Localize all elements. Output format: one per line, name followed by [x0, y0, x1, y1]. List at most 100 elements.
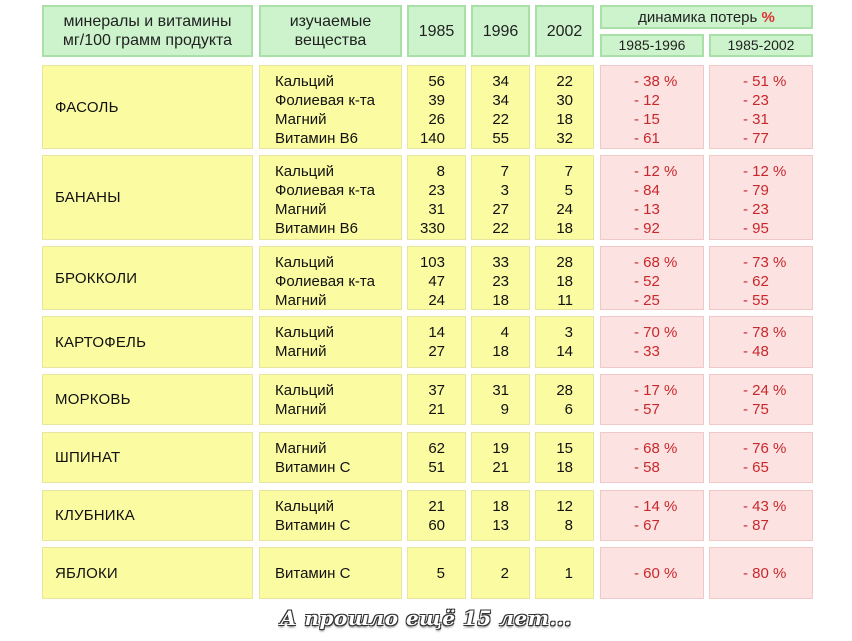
value-1996: 33	[492, 254, 509, 271]
substance-name: Витамин С	[275, 564, 351, 582]
product-name: КЛУБНИКА	[55, 507, 135, 524]
value-2002: 6	[564, 401, 573, 418]
cell-v1985: 5	[407, 547, 466, 599]
value-2002: 15	[556, 440, 573, 457]
loss-value: - 14 %	[634, 498, 678, 515]
loss-value: - 68 %	[634, 440, 678, 457]
value-2002: 24	[556, 201, 573, 218]
cell-v1996: 2	[471, 547, 530, 599]
header-minerals-label: минералы и витамины мг/100 грамм продукт…	[62, 13, 233, 49]
header-dynamics-percent: %	[761, 8, 775, 26]
cell-loss-1985-2002: - 80 %	[709, 547, 813, 599]
cell-substances: Кальций Фолиевая к-та Магний	[259, 246, 402, 310]
substance-name: Фолиевая к-та	[275, 273, 375, 290]
value-1996: 7	[500, 163, 509, 180]
value-1996: 27	[492, 201, 509, 218]
value-2002: 28	[556, 382, 573, 399]
loss-value: - 12	[634, 92, 660, 109]
value-1996: 18	[492, 292, 509, 309]
substance-name: Витамин В6	[275, 130, 358, 147]
cell-loss-1985-1996: - 12 % - 84 - 13 - 92	[600, 155, 704, 240]
substance-name: Магний	[275, 343, 327, 360]
cell-v2002: 15 18	[535, 432, 594, 483]
cell-product: БАНАНЫ	[42, 155, 253, 240]
value-1985: 47	[428, 273, 445, 290]
value-2002: 12	[556, 498, 573, 515]
cell-loss-1985-2002: - 12 % - 79 - 23 - 95	[709, 155, 813, 240]
cell-v2002: 28 6	[535, 374, 594, 425]
header-substances: изучаемые вещества	[259, 5, 402, 57]
cell-loss-1985-1996: - 38 % - 12 - 15 - 61	[600, 65, 704, 149]
substance-name: Кальций	[275, 498, 334, 515]
value-1996: 55	[492, 130, 509, 147]
loss-value: - 67	[634, 517, 660, 534]
value-2002: 14	[556, 343, 573, 360]
cell-loss-1985-2002: - 43 % - 87	[709, 490, 813, 541]
cell-v1996: 19 21	[471, 432, 530, 483]
cell-product: ЯБЛОКИ	[42, 547, 253, 599]
cell-loss-1985-1996: - 14 % - 67	[600, 490, 704, 541]
value-1985: 5	[436, 564, 445, 582]
substance-name: Фолиевая к-та	[275, 92, 375, 109]
substance-name: Кальций	[275, 382, 334, 399]
loss-value: - 80 %	[743, 564, 787, 582]
substance-name: Кальций	[275, 254, 334, 271]
product-name: КАРТОФЕЛЬ	[55, 333, 147, 351]
cell-v1985: 37 21	[407, 374, 466, 425]
value-1985: 103	[419, 254, 445, 271]
value-1985: 62	[428, 440, 445, 457]
loss-value: - 55	[743, 292, 769, 309]
cell-v1985: 14 27	[407, 316, 466, 368]
product-name: МОРКОВЬ	[55, 391, 131, 408]
loss-value: - 43 %	[743, 498, 787, 515]
value-1985: 330	[419, 220, 445, 237]
substance-name: Кальций	[275, 163, 334, 180]
loss-value: - 48	[743, 343, 769, 360]
value-1985: 24	[428, 292, 445, 309]
value-2002: 7	[564, 163, 573, 180]
loss-value: - 65	[743, 459, 769, 476]
cell-substances: Кальций Магний	[259, 316, 402, 368]
loss-value: - 23	[743, 92, 769, 109]
header-minerals: минералы и витамины мг/100 грамм продукт…	[42, 5, 253, 57]
header-1996-label: 1996	[482, 22, 519, 40]
substance-name: Фолиевая к-та	[275, 182, 375, 199]
cell-v1985: 56 39 26 140	[407, 65, 466, 149]
cell-loss-1985-1996: - 17 % - 57	[600, 374, 704, 425]
header-1985-1996: 1985-1996	[600, 34, 704, 57]
value-2002: 18	[556, 459, 573, 476]
cell-product: КАРТОФЕЛЬ	[42, 316, 253, 368]
loss-value: - 62	[743, 273, 769, 290]
header-1985-label: 1985	[418, 22, 455, 40]
substance-name: Кальций	[275, 73, 334, 90]
substance-name: Магний	[275, 401, 327, 418]
value-1985: 27	[428, 343, 445, 360]
value-2002: 28	[556, 254, 573, 271]
value-1985: 39	[428, 92, 445, 109]
value-2002: 11	[557, 292, 573, 309]
substance-name: Магний	[275, 440, 327, 457]
value-1996: 34	[492, 73, 509, 90]
loss-value: - 51 %	[743, 73, 787, 90]
loss-value: - 31	[743, 111, 769, 128]
cell-v1996: 34 34 22 55	[471, 65, 530, 149]
footer-caption: А прошло ещё 15 лет...	[280, 606, 572, 630]
loss-value: - 73 %	[743, 254, 787, 271]
loss-value: - 24 %	[743, 382, 787, 399]
cell-substances: Кальций Фолиевая к-та Магний Витамин В6	[259, 65, 402, 149]
cell-v2002: 28 18 11	[535, 246, 594, 310]
substance-name: Витамин С	[275, 459, 351, 476]
value-1985: 51	[428, 459, 445, 476]
value-1985: 56	[428, 73, 445, 90]
cell-v1985: 21 60	[407, 490, 466, 541]
value-2002: 22	[556, 73, 573, 90]
loss-value: - 38 %	[634, 73, 678, 90]
substance-name: Магний	[275, 111, 327, 128]
cell-product: ФАСОЛЬ	[42, 65, 253, 149]
cell-substances: Магний Витамин С	[259, 432, 402, 483]
loss-value: - 52	[634, 273, 660, 290]
loss-value: - 15	[634, 111, 660, 128]
cell-v2002: 22 30 18 32	[535, 65, 594, 149]
cell-v1996: 4 18	[471, 316, 530, 368]
product-name: БАНАНЫ	[55, 189, 121, 206]
